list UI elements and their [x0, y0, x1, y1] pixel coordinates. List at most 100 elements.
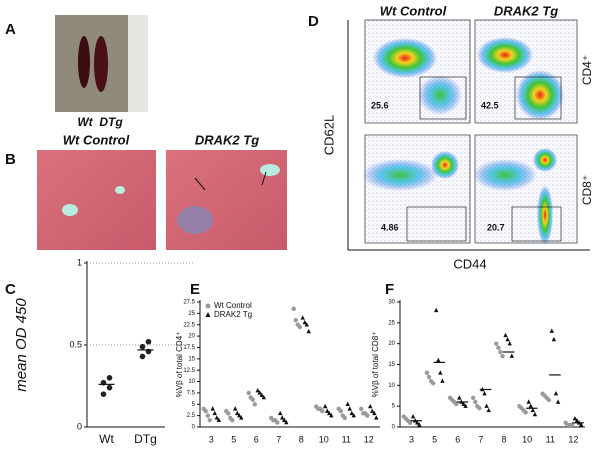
- point: [372, 410, 377, 416]
- point: [505, 336, 510, 342]
- point: [482, 391, 487, 396]
- point: [300, 315, 305, 320]
- y-tick-label: 0: [392, 425, 396, 431]
- point: [291, 306, 296, 312]
- organ-photo: [55, 15, 148, 112]
- y-tick-label: 10: [188, 379, 195, 385]
- point: [546, 397, 552, 403]
- point: [507, 341, 512, 346]
- point: [230, 417, 235, 423]
- x-tick-label: 11: [546, 434, 555, 444]
- point: [203, 408, 208, 414]
- y-tick-label: 15: [188, 356, 195, 362]
- point: [205, 303, 211, 309]
- point: [106, 384, 113, 391]
- x-tick-label: 7: [478, 434, 483, 444]
- point: [342, 415, 347, 421]
- y-axis-label: %Vβ of total CD4⁺: [175, 332, 184, 398]
- point: [100, 391, 107, 398]
- point: [578, 422, 584, 427]
- point: [440, 378, 445, 383]
- x-tick-label: 7: [276, 434, 281, 444]
- y-tick-label: 17.5: [183, 345, 195, 351]
- point: [139, 343, 146, 350]
- point: [306, 328, 311, 334]
- point: [359, 406, 364, 412]
- point: [503, 332, 508, 338]
- point: [496, 345, 501, 351]
- point: [370, 408, 375, 413]
- point: [415, 420, 420, 425]
- x-tick-label: 12: [568, 434, 578, 444]
- point: [368, 403, 373, 409]
- photo-caption: Wt DTg: [77, 115, 123, 129]
- point: [374, 415, 379, 420]
- panel-label: A: [5, 21, 16, 38]
- point: [327, 410, 332, 416]
- point: [410, 413, 416, 419]
- flow-plots: [347, 19, 590, 251]
- panel-label: B: [5, 151, 16, 168]
- y-tick-label: 15: [388, 362, 395, 368]
- point: [572, 416, 578, 421]
- panel-label: C: [5, 281, 16, 298]
- point: [205, 312, 211, 317]
- point: [205, 413, 210, 418]
- point: [255, 387, 260, 393]
- panel-label: F: [385, 281, 394, 298]
- y-tick-label: 22.5: [183, 322, 195, 328]
- point: [349, 410, 354, 416]
- x-tick-label: 8: [502, 434, 507, 444]
- row-title: CD4⁺: [580, 55, 594, 85]
- point: [417, 422, 422, 427]
- point: [574, 418, 580, 423]
- row-title: CD8⁺: [580, 175, 594, 205]
- y-tick-label: 7.5: [187, 390, 196, 396]
- y-tick-label: 5: [392, 404, 396, 410]
- point: [145, 338, 152, 345]
- point: [320, 408, 325, 414]
- y-tick-label: 25: [388, 320, 395, 326]
- x-tick-label: 3: [209, 434, 214, 444]
- point: [365, 413, 370, 418]
- point: [261, 394, 266, 400]
- panel-label: D: [308, 13, 319, 30]
- point: [424, 370, 430, 376]
- x-tick-label: 10: [319, 434, 329, 444]
- point: [259, 392, 264, 397]
- point: [239, 415, 244, 420]
- point: [470, 395, 476, 401]
- point: [216, 417, 221, 422]
- y-tick-label: 0: [77, 421, 82, 431]
- point: [553, 391, 559, 396]
- point: [463, 403, 468, 408]
- point: [477, 406, 482, 411]
- gate-value: 4.86: [381, 222, 399, 232]
- point: [526, 399, 531, 404]
- x-tick-label: 11: [342, 434, 351, 444]
- point: [278, 410, 283, 416]
- x-tick-label: 8: [299, 434, 304, 444]
- histology-image: [37, 150, 287, 250]
- y-tick-label: 30: [388, 300, 395, 306]
- histology-title: DRAK2 Tg: [195, 132, 259, 147]
- column-title: Wt Control: [380, 3, 447, 18]
- point: [280, 415, 285, 420]
- point: [461, 401, 466, 406]
- point: [233, 406, 238, 411]
- point: [345, 401, 350, 407]
- point: [486, 407, 491, 413]
- point: [250, 397, 255, 402]
- point: [433, 307, 439, 313]
- y-tick-label: 2.5: [187, 413, 196, 419]
- point: [430, 381, 436, 386]
- point: [329, 412, 334, 418]
- point: [212, 410, 217, 416]
- point: [436, 357, 441, 363]
- y-tick-label: 25: [188, 311, 195, 317]
- gate-value: 25.6: [371, 100, 389, 110]
- x-axis-label: CD44: [453, 256, 486, 271]
- point: [284, 419, 289, 425]
- point: [549, 328, 555, 333]
